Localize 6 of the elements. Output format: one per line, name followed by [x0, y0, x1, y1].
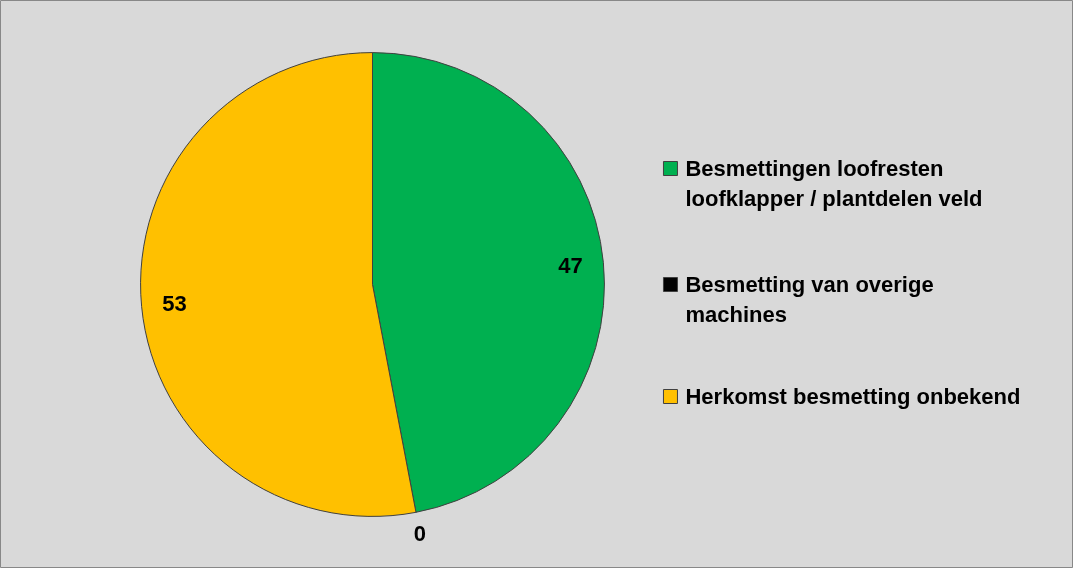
data-label: 53: [162, 290, 187, 316]
data-label: 47: [558, 253, 583, 279]
legend-label: Besmettingen loofresten loofklapper / plantdelen veld: [685, 155, 983, 211]
legend-label: Herkomst besmetting onbekend: [685, 383, 1021, 409]
legend-label: Besmetting van overige machines: [685, 271, 934, 327]
text: 0: [413, 520, 427, 546]
